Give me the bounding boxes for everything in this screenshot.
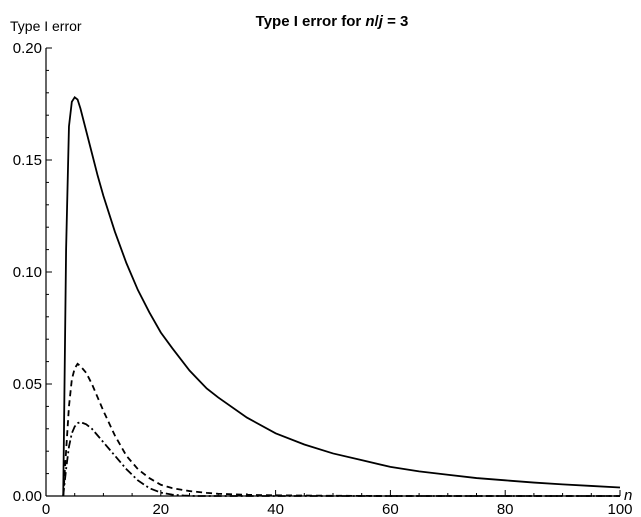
y-tick-label: 0.00	[13, 488, 42, 505]
x-tick-label: 0	[42, 501, 50, 517]
series-line-dotdashed	[62, 421, 620, 497]
series-group	[62, 95, 621, 497]
series-line-dashed	[62, 362, 620, 497]
axis-ticks: 0 20 40 60 80 100 0.00 0.05 0.10 0.15 0.20	[13, 40, 633, 517]
y-tick-label: 0.20	[13, 40, 42, 57]
x-tick-label: 80	[497, 501, 514, 517]
x-tick-label: 20	[152, 501, 169, 517]
series-line-solid	[62, 95, 621, 497]
y-axis-label: Type I error	[10, 18, 82, 34]
x-tick-label: 60	[382, 501, 399, 517]
y-tick-label: 0.10	[13, 264, 42, 281]
x-tick-label: 100	[607, 501, 632, 517]
x-tick-label: 40	[267, 501, 284, 517]
x-axis-label: n	[624, 487, 632, 504]
y-tick-label: 0.15	[13, 152, 42, 169]
chart-title: Type I error for n/j = 3	[256, 13, 409, 30]
y-tick-label: 0.05	[13, 376, 42, 393]
